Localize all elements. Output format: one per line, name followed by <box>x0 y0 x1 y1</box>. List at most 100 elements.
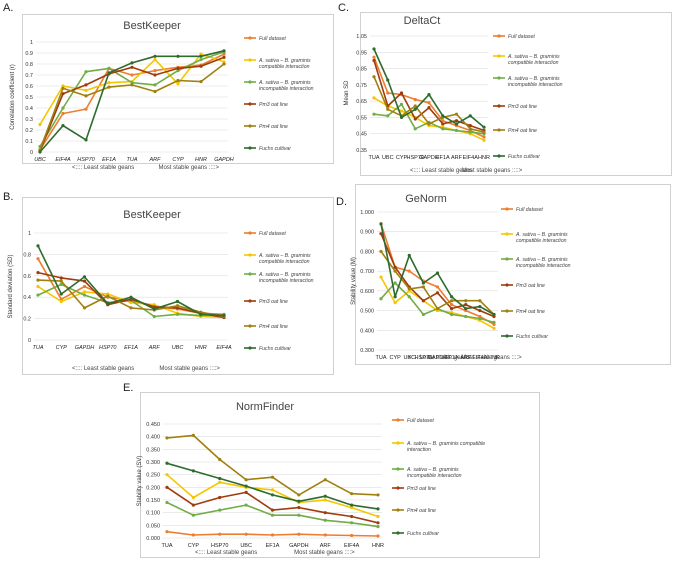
legend-marker <box>505 283 509 287</box>
data-point <box>107 66 111 70</box>
legend-label: A. sativa – B. graminis compatible intera… <box>258 253 311 265</box>
x-note-most-stable: Most stable geans ::::> <box>158 165 219 171</box>
data-point <box>435 285 440 289</box>
legend-marker <box>248 102 252 106</box>
data-point <box>222 60 226 64</box>
data-point <box>36 293 40 297</box>
data-point <box>413 97 417 102</box>
data-point <box>376 493 380 497</box>
legend-entry: A. sativa – B. graminis incompatible inte… <box>244 80 314 92</box>
data-point <box>191 503 195 507</box>
y-tick-label: 0.75 <box>356 83 367 89</box>
y-tick-label: 0.050 <box>146 523 160 529</box>
data-point <box>270 513 275 517</box>
data-point <box>84 83 88 87</box>
x-tick-label: EF1A <box>445 355 459 361</box>
x-note-least-stable: <:::: Least stable geans <box>195 550 257 556</box>
legend-label: Pm4 oat line <box>407 508 436 514</box>
y-tick-label: 1 <box>28 231 31 237</box>
data-point <box>165 500 169 505</box>
data-point <box>393 295 397 299</box>
data-point <box>421 281 425 285</box>
data-point <box>176 66 180 70</box>
legend-marker <box>396 531 400 535</box>
data-point <box>165 473 169 477</box>
legend-label: Full dataset <box>508 34 535 40</box>
data-point <box>61 111 65 116</box>
data-point <box>38 122 42 127</box>
data-point <box>199 64 203 68</box>
data-point <box>152 307 156 311</box>
data-point <box>152 314 156 319</box>
data-point <box>82 275 87 279</box>
y-tick-label: 0.8 <box>23 252 31 258</box>
data-point <box>175 312 180 316</box>
data-point <box>153 89 157 94</box>
series-line <box>39 63 225 151</box>
y-tick-label: 1 <box>30 40 33 46</box>
x-tick-label: ARF <box>148 345 161 351</box>
data-point <box>218 495 222 500</box>
y-tick-label: 0.150 <box>146 498 160 504</box>
data-point <box>379 297 383 301</box>
data-point <box>130 61 134 65</box>
legend-entry: A. sativa – B. graminis incompatible inte… <box>493 76 563 88</box>
data-point <box>478 299 482 303</box>
data-point <box>468 123 472 128</box>
x-tick-label: HNR <box>372 543 384 549</box>
data-point <box>199 58 203 62</box>
legend-entry: A. sativa – B. graminis compatible intera… <box>501 232 568 244</box>
data-point <box>84 107 88 111</box>
data-point <box>176 54 180 58</box>
data-point <box>386 91 390 95</box>
data-point <box>244 484 248 488</box>
y-tick-label: 0.350 <box>146 447 160 453</box>
series-line <box>373 48 485 128</box>
chart-title: NormFinder <box>236 401 294 413</box>
x-tick-label: EIF4A <box>55 157 71 163</box>
y-tick-label: 1.05 <box>356 34 367 40</box>
data-point <box>435 271 440 275</box>
data-point <box>427 122 431 126</box>
x-tick-label: UBC <box>403 355 415 361</box>
data-point <box>191 433 195 437</box>
data-point <box>468 127 472 131</box>
x-tick-label: UBC <box>382 155 394 161</box>
data-point <box>61 92 65 96</box>
y-tick-label: 0.8 <box>25 62 33 68</box>
data-point <box>270 488 275 492</box>
data-point <box>130 65 134 69</box>
data-point <box>244 490 248 494</box>
data-point <box>427 101 431 105</box>
data-point <box>372 112 376 116</box>
data-point <box>393 301 397 305</box>
data-point <box>165 485 169 489</box>
legend-marker <box>248 272 252 276</box>
data-point <box>153 58 157 62</box>
data-point <box>492 312 496 317</box>
data-point <box>376 514 380 519</box>
data-point <box>413 127 417 131</box>
y-tick-label: 0.6 <box>25 84 33 90</box>
data-point <box>191 495 195 500</box>
data-point <box>222 49 226 53</box>
legend-marker <box>497 154 501 158</box>
data-point <box>372 75 376 79</box>
x-tick-label: HSP70 <box>407 155 424 161</box>
data-point <box>175 299 180 304</box>
chart-title: BestKeeper <box>123 209 181 221</box>
data-point <box>153 83 157 87</box>
data-point <box>270 533 275 537</box>
data-point <box>61 106 65 110</box>
data-point <box>468 130 472 134</box>
data-point <box>218 457 222 462</box>
data-point <box>376 534 380 538</box>
x-note-most-stable: Most stable geans ::::> <box>294 550 355 556</box>
data-point <box>61 84 65 88</box>
legend-entry: Pm4 oat line <box>244 324 288 330</box>
legend-entry: Pm3 oat line <box>244 299 288 305</box>
data-point <box>464 303 468 307</box>
legend-marker <box>248 346 252 350</box>
data-point <box>323 494 327 498</box>
data-point <box>376 525 380 529</box>
